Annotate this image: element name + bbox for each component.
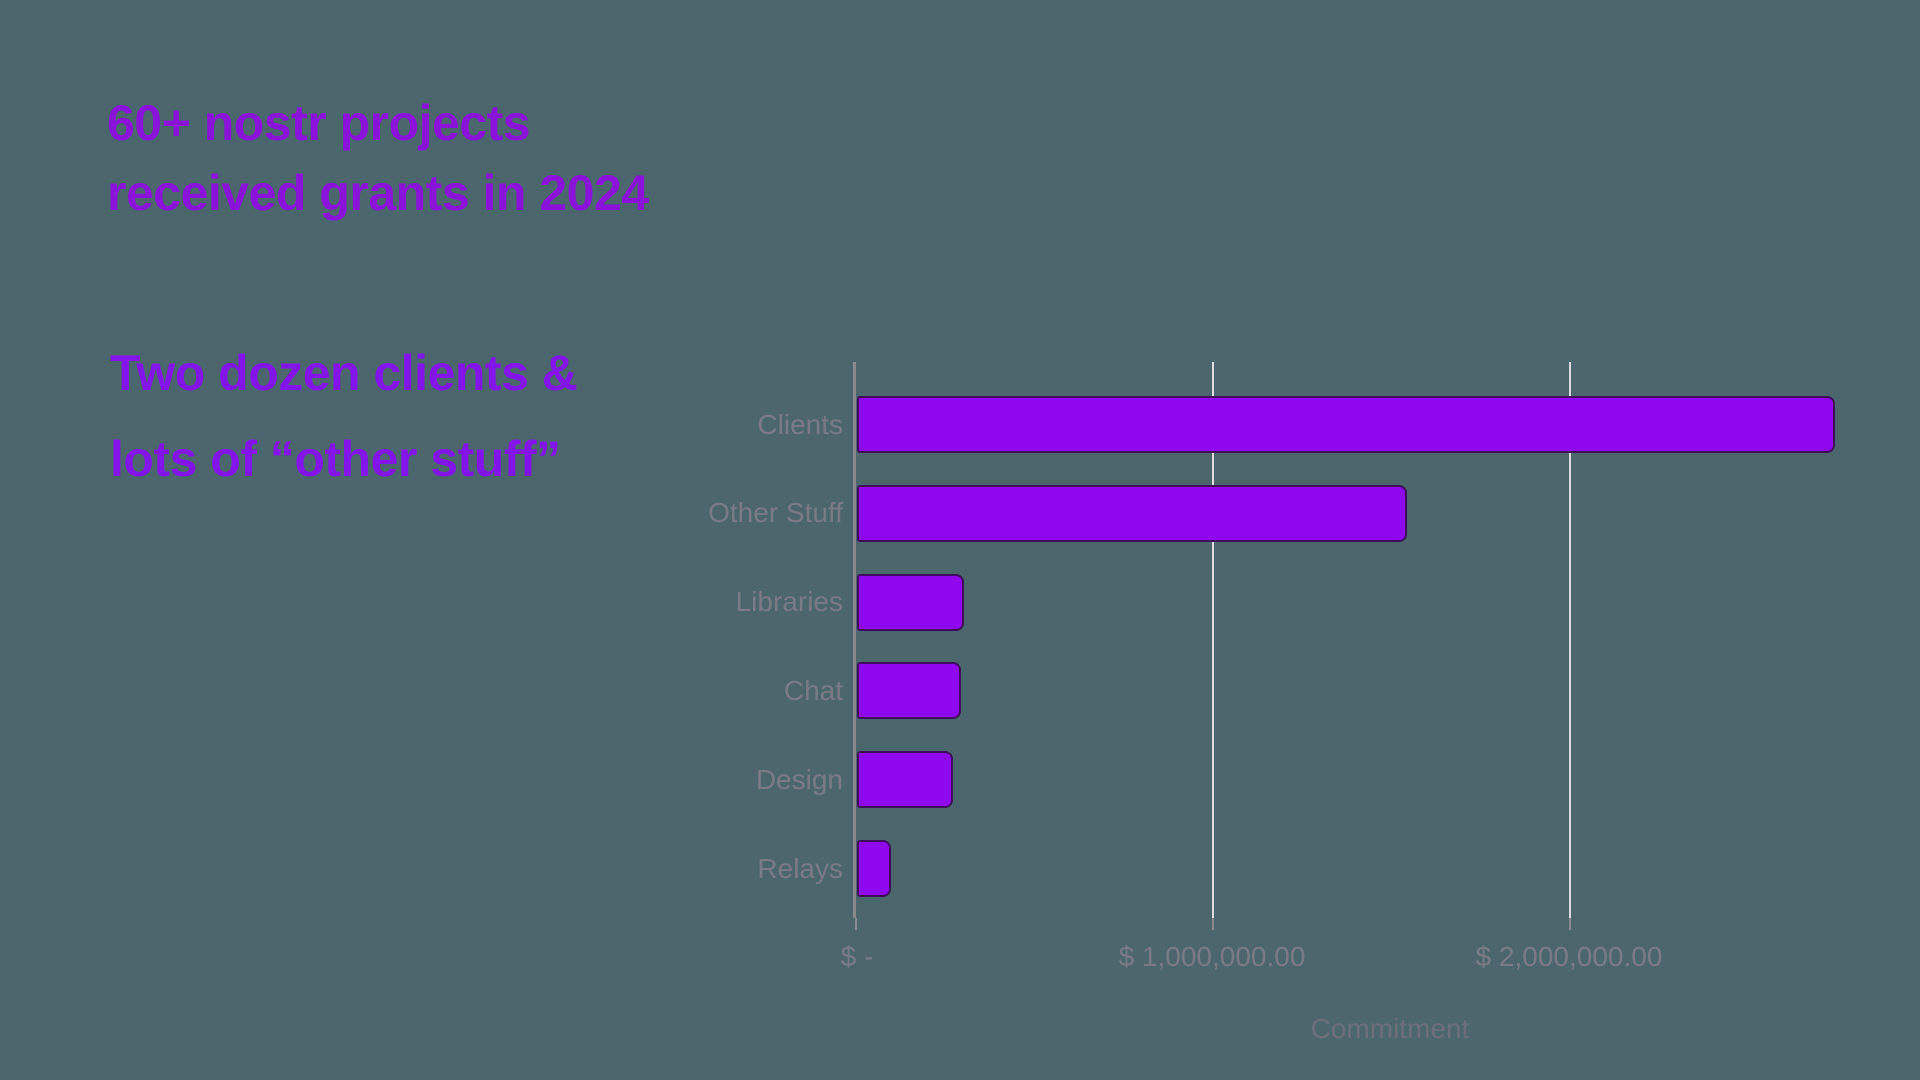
x-tick-label: $ 2,000,000.00 (1475, 941, 1663, 972)
x-tick-label: $ - (840, 941, 874, 972)
gridline (1212, 362, 1214, 918)
tick-mark (1569, 918, 1571, 930)
category-label: Design (755, 763, 843, 795)
category-label: Chat (783, 674, 843, 706)
x-tick-label: $ 1,000,000.00 (1118, 941, 1306, 972)
page-title: 60+ nostr projects received grants in 20… (107, 88, 649, 228)
tick-mark (855, 918, 857, 930)
page-subtitle-line-1: Two dozen clients & (110, 345, 578, 401)
bar-chat (857, 662, 961, 720)
x-axis-title: Commitment (1310, 1013, 1470, 1044)
category-label: Relays (757, 852, 843, 884)
bar-clients (857, 396, 1835, 453)
page-title-line-1: 60+ nostr projects (107, 95, 531, 151)
bar-relays (857, 840, 891, 897)
y-axis-line (853, 362, 856, 918)
category-label: Clients (757, 408, 843, 440)
page-subtitle: Two dozen clients & lots of “other stuff… (110, 330, 578, 502)
page-subtitle-line-2: lots of “other stuff” (110, 431, 561, 487)
page-title-line-2: received grants in 2024 (107, 165, 649, 221)
bar-other-stuff (857, 484, 1407, 542)
gridline (1569, 362, 1571, 918)
category-label: Other Stuff (708, 497, 843, 529)
bar-libraries (857, 573, 964, 631)
category-label: Libraries (735, 586, 843, 618)
bar-design (857, 751, 953, 809)
tick-mark (1212, 918, 1214, 930)
